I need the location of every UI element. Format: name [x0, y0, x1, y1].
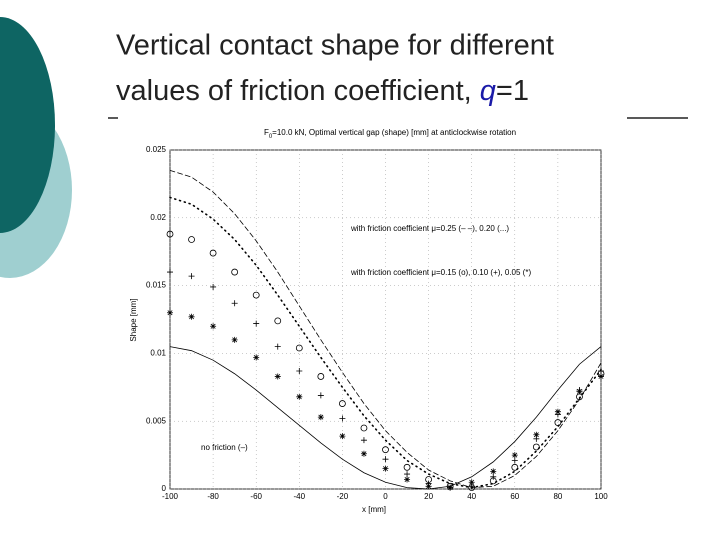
chart-title-text: =10.0 kN, Optimal vertical gap (shape) [… — [272, 128, 516, 137]
x-tick-label: 0 — [383, 492, 388, 501]
marker — [468, 479, 475, 486]
marker — [403, 463, 411, 471]
x-tick-label: 60 — [510, 492, 519, 501]
y-tick-label: 0.025 — [146, 145, 167, 154]
marker — [554, 408, 561, 415]
marker — [576, 388, 583, 395]
slide-title-text: values of friction coefficient, — [116, 75, 480, 107]
marker — [231, 268, 239, 276]
chart-title: F0=10.0 kN, Optimal vertical gap (shape)… — [264, 128, 516, 139]
slide-title-variable: q — [480, 75, 496, 107]
marker — [490, 468, 497, 475]
y-tick-label: 0.015 — [146, 281, 167, 290]
marker — [231, 300, 238, 307]
y-axis-label: Shape [mm] — [129, 298, 138, 341]
marker — [167, 269, 173, 276]
marker — [188, 236, 195, 243]
marker — [382, 446, 389, 454]
marker — [167, 309, 173, 316]
marker — [425, 483, 432, 490]
slide-title-text: =1 — [496, 75, 529, 107]
x-tick-label: 20 — [424, 492, 433, 501]
marker — [382, 465, 389, 472]
line — [169, 346, 602, 490]
annotation: with friction coefficient μ=0.25 (– –), … — [350, 224, 509, 233]
x-tick-label: -80 — [207, 492, 219, 501]
marker — [511, 463, 519, 471]
marker — [253, 354, 260, 361]
marker — [188, 313, 195, 320]
marker — [554, 419, 562, 426]
decoration — [0, 17, 55, 233]
marker — [404, 476, 411, 483]
marker — [166, 230, 174, 238]
y-tick-label: 0.02 — [150, 213, 166, 222]
marker — [598, 373, 604, 380]
marker — [339, 433, 346, 440]
x-tick-label: 100 — [594, 492, 608, 501]
y-tick-label: 0.005 — [146, 416, 167, 425]
chart-title-sub: 0 — [269, 134, 273, 140]
line — [169, 196, 602, 489]
marker — [490, 473, 497, 480]
line — [169, 169, 602, 489]
marker — [252, 291, 260, 299]
marker — [360, 424, 368, 432]
marker — [447, 484, 454, 491]
marker — [188, 273, 195, 280]
marker — [295, 344, 303, 352]
marker — [511, 452, 518, 459]
marker — [210, 323, 217, 330]
marker — [533, 431, 540, 438]
marker — [274, 373, 281, 380]
marker — [296, 393, 303, 400]
marker — [317, 392, 324, 399]
marker — [274, 343, 281, 350]
annotation: with friction coefficient μ=0.15 (o), 0.… — [350, 268, 531, 277]
marker — [210, 283, 217, 290]
marker — [317, 373, 325, 380]
marker — [339, 415, 346, 422]
chart-title-text: F — [264, 128, 269, 137]
marker — [231, 336, 238, 343]
x-tick-label: -100 — [162, 492, 179, 501]
x-tick-label: 40 — [467, 492, 476, 501]
marker — [532, 443, 540, 451]
marker — [253, 320, 260, 327]
annotation: no friction (–) — [201, 443, 248, 452]
marker — [317, 414, 324, 421]
y-tick-label: 0 — [162, 484, 167, 493]
marker — [274, 317, 282, 325]
marker — [296, 368, 303, 375]
x-axis-label: x [mm] — [362, 505, 386, 514]
marker — [360, 450, 367, 457]
x-tick-label: -40 — [294, 492, 306, 501]
marker — [511, 457, 518, 464]
x-tick-label: -20 — [337, 492, 349, 501]
slide-title: Vertical contact shape for different — [116, 30, 554, 62]
marker — [209, 249, 217, 257]
marker — [382, 456, 389, 463]
x-tick-label: 80 — [553, 492, 562, 501]
slide-title: values of friction coefficient, q=1 — [116, 75, 529, 107]
y-tick-label: 0.01 — [150, 349, 166, 358]
x-tick-label: -60 — [250, 492, 262, 501]
marker — [360, 437, 367, 444]
marker — [598, 368, 604, 375]
marker — [404, 471, 411, 478]
marker — [338, 400, 346, 407]
